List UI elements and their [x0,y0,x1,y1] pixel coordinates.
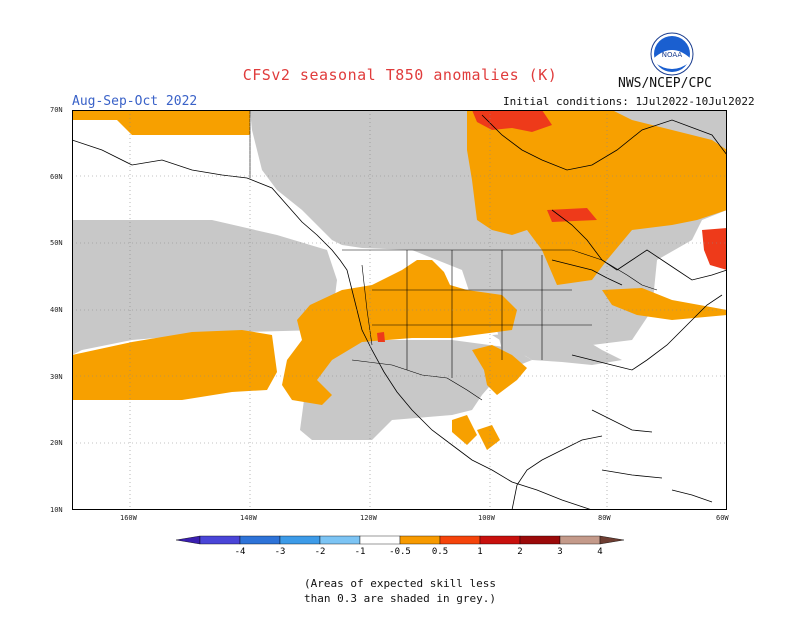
lon-label-160w: 160W [120,514,137,522]
lat-label-50n: 50N [50,239,63,247]
coastlines [72,114,727,510]
colorbar-tick-label: -1 [355,547,366,557]
colorbar-swatch [559,535,601,545]
lon-label-100w: 100W [478,514,495,522]
colorbar-swatch [199,535,241,545]
colorbar-arrow-high [599,535,625,545]
colorbar-tick-label: 2 [517,547,522,557]
lon-label-80w: 80W [598,514,611,522]
colorbar-swatches [175,535,625,545]
agency-label: NWS/NCEP/CPC [618,76,712,91]
colorbar: -4 -3 -2 -1 -0.5 0.5 1 2 3 4 [175,535,625,557]
lon-label-120w: 120W [360,514,377,522]
legend-note-line-1: (Areas of expected skill less [303,577,497,590]
lat-label-70n: 70N [50,106,63,114]
lat-label-60n: 60N [50,173,63,181]
lat-label-20n: 20N [50,439,63,447]
political-borders [249,110,658,401]
colorbar-swatch [399,535,441,545]
colorbar-tick-label: -0.5 [389,547,411,557]
colorbar-tick-label: -2 [315,547,326,557]
chart-title: CFSv2 seasonal T850 anomalies (K) [242,66,558,84]
warm-anomaly-orange [72,110,727,450]
map-frame [72,110,727,510]
warm-anomaly-red [377,110,727,342]
lon-label-140w: 140W [240,514,257,522]
lat-label-40n: 40N [50,306,63,314]
colorbar-arrow-low [175,535,201,545]
lat-label-10n: 10N [50,506,63,514]
graticule [72,110,727,510]
colorbar-swatch [479,535,521,545]
colorbar-tick-label: -3 [275,547,286,557]
legend-note: (Areas of expected skill less than 0.3 a… [0,576,800,606]
colorbar-swatch [519,535,561,545]
colorbar-tick-label: 4 [597,547,602,557]
colorbar-tick-label: 0.5 [432,547,448,557]
noaa-logo-text: NOAA [662,51,683,59]
anomaly-map [72,110,727,510]
colorbar-tick-label: 1 [477,547,482,557]
legend-note-line-2: than 0.3 are shaded in grey.) [303,592,497,605]
colorbar-swatch [359,535,401,545]
colorbar-swatch [279,535,321,545]
lat-label-30n: 30N [50,373,63,381]
colorbar-swatch [319,535,361,545]
forecast-period: Aug-Sep-Oct 2022 [72,94,198,109]
colorbar-labels: -4 -3 -2 -1 -0.5 0.5 1 2 3 4 [235,547,603,557]
lon-label-60w: 60W [716,514,729,522]
noaa-logo: NOAA [650,32,694,76]
colorbar-swatch [239,535,281,545]
colorbar-swatch [439,535,481,545]
colorbar-tick-label: 3 [557,547,562,557]
colorbar-tick-label: -4 [235,547,246,557]
initial-conditions: Initial conditions: 1Jul2022-10Jul2022 [503,95,755,108]
